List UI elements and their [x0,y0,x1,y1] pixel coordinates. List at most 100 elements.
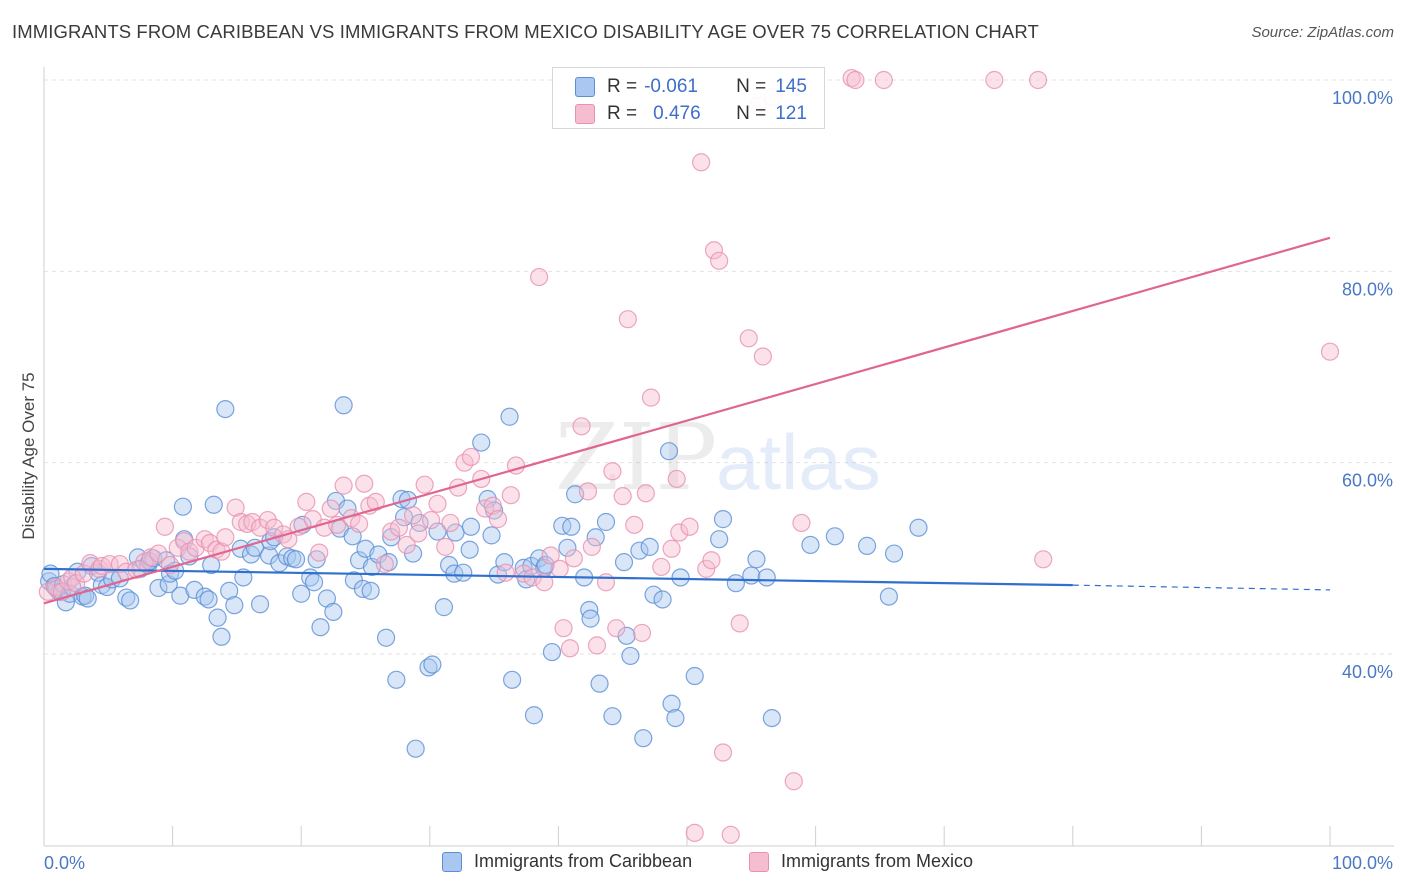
caribbean-point [173,497,192,516]
y-tick-label: 60.0% [1342,471,1393,491]
mexico-point [685,823,704,842]
stats-r-label: R = [607,103,638,124]
mexico-point [175,532,194,551]
caribbean-point [304,573,324,592]
caribbean-point [909,518,928,537]
mexico-point [596,573,616,592]
stats-n-value: 145 [775,76,807,97]
mexico-point [697,559,716,578]
mexico-point [100,554,119,574]
mexico-point [721,825,740,844]
mexico-point [680,517,699,536]
mexico-point [578,482,598,501]
mexico-point [985,70,1004,90]
caribbean-point [311,618,330,637]
legend-item-mexico[interactable]: Immigrants from Mexico [749,851,973,872]
caribbean-point [524,706,544,725]
mexico-point [397,535,416,555]
mexico-point [1028,70,1048,90]
trend-lines [43,236,1331,605]
caribbean-point [149,578,168,598]
caribbean-point [428,522,447,541]
caribbean-point [671,568,690,587]
y-tick-label: 100.0% [1332,88,1393,108]
mexico-point [564,549,583,568]
caribbean-point [234,568,253,587]
caribbean-point [376,628,396,647]
watermark: ZIP atlas [555,404,881,511]
grid-lines [44,79,1394,655]
legend-item-caribbean[interactable]: Immigrants from Caribbean [442,851,692,872]
mexico-point [550,559,569,578]
mexico-point [436,537,455,556]
caribbean-point [482,526,501,545]
caribbean-point [825,527,844,546]
caribbean-point [662,694,681,713]
caribbean-point [208,608,227,627]
mexico-point [632,623,652,643]
caribbean-point [742,566,761,585]
x-tick-label: 100.0% [1332,853,1393,873]
mexico-point [670,523,689,542]
mexico-point [636,484,655,503]
mexico-point [216,528,235,547]
mexico-point [692,153,711,172]
mexico-point [652,557,671,577]
caribbean-point [617,626,636,645]
mexico-point [613,487,632,506]
mexico-point [321,499,340,518]
stats-r-value: 0.476 [653,103,701,124]
caribbean-point [884,544,904,563]
caribbean-point [212,627,231,646]
mexico-trend-line [43,236,1331,605]
caribbean-point [857,536,877,555]
caribbean-point [640,537,659,556]
mexico-point [874,70,893,90]
caribbean-point [581,609,600,628]
mexico-point [1320,342,1340,361]
mexico-points [38,68,1340,844]
caribbean-point [454,563,473,582]
caribbean-point [423,655,442,674]
caribbean-trend-extension [1072,584,1331,591]
caribbean-point [324,602,343,622]
mexico-point [530,267,549,287]
caribbean-point [685,666,704,686]
mexico-point [366,492,385,511]
stats-r-label: R = [607,76,638,97]
caribbean-point [621,646,640,666]
mexico-point [710,251,729,270]
caribbean-point [259,546,279,565]
mexico-point [155,517,174,536]
caribbean-point [286,550,306,569]
stats-n-label: N = [736,76,767,97]
y-axis-label: Disability Age Over 75 [19,372,38,539]
watermark-zip: ZIP [555,404,717,511]
caribbean-point [121,591,140,610]
mexico-point [488,510,508,529]
mexico-point [421,510,441,530]
mexico-point [535,573,554,592]
caribbean-point [460,540,479,559]
stats-n-label: N = [736,103,767,124]
caribbean-point [562,517,581,536]
mexico-point [582,537,601,556]
caribbean-point [747,550,766,569]
x-tick-labels: 0.0% 100.0% [44,853,1393,873]
caribbean-point [586,528,605,547]
mexico-point [483,496,502,515]
mexico-point [739,329,758,348]
mexico-point [441,513,460,533]
mexico-point [250,518,270,537]
mexico-point [375,554,394,574]
caribbean-point [461,517,481,536]
caribbean-point [292,584,311,603]
mexico-point [730,614,749,633]
caribbean-point [653,590,672,609]
caribbean-point [596,512,616,532]
mexico-point [618,310,637,329]
mexico-point [1034,550,1053,569]
x-axis [43,826,1394,847]
mexico-point [641,388,661,407]
